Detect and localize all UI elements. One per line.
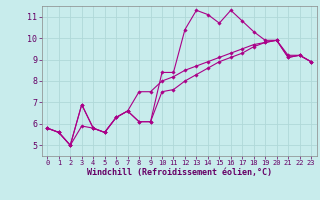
X-axis label: Windchill (Refroidissement éolien,°C): Windchill (Refroidissement éolien,°C) bbox=[87, 168, 272, 177]
